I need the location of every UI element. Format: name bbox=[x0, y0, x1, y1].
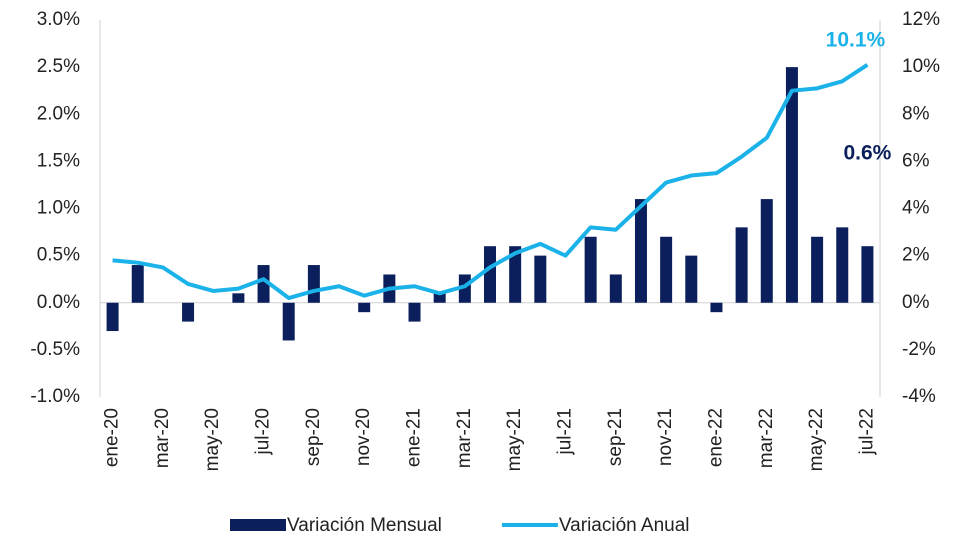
bar bbox=[609, 274, 622, 303]
x-tick-label: mar-20 bbox=[152, 408, 173, 468]
y2-tick-label: -4% bbox=[902, 386, 936, 407]
bar bbox=[710, 302, 723, 313]
y-tick-label: 3.0% bbox=[37, 9, 80, 30]
y2-tick-label: 0% bbox=[902, 292, 930, 313]
bar bbox=[735, 227, 748, 303]
x-tick-label: nov-21 bbox=[655, 408, 676, 466]
bar bbox=[534, 255, 547, 303]
x-tick-label: ene-22 bbox=[705, 408, 726, 467]
x-tick-label: may-21 bbox=[504, 408, 525, 471]
y-tick-label: 1.0% bbox=[37, 198, 80, 219]
data-label: 0.6% bbox=[843, 142, 891, 165]
bar bbox=[182, 302, 195, 322]
y2-tick-label: 4% bbox=[902, 198, 930, 219]
bar bbox=[760, 199, 773, 303]
bar bbox=[811, 236, 824, 303]
bar bbox=[584, 236, 597, 303]
bar bbox=[131, 265, 144, 303]
bar bbox=[509, 246, 522, 303]
y2-tick-label: 8% bbox=[902, 103, 930, 124]
x-tick-label: jul-22 bbox=[856, 408, 877, 455]
bar bbox=[408, 302, 421, 322]
bar bbox=[836, 227, 849, 303]
y-tick-label: 2.5% bbox=[37, 56, 80, 77]
bar bbox=[282, 302, 295, 341]
legend-label: Variación Anual bbox=[559, 515, 690, 536]
bar bbox=[785, 67, 798, 303]
y-tick-label: 2.0% bbox=[37, 103, 80, 124]
x-tick-label: may-22 bbox=[806, 408, 827, 471]
data-label: 10.1% bbox=[826, 28, 886, 51]
bar bbox=[685, 255, 698, 303]
bar bbox=[484, 246, 496, 303]
x-tick-label: sep-20 bbox=[303, 408, 324, 466]
x-tick-label: may-20 bbox=[202, 408, 223, 471]
bar bbox=[232, 293, 245, 303]
x-tick-label: ene-21 bbox=[404, 408, 425, 467]
y-tick-label: -1.0% bbox=[30, 386, 80, 407]
x-tick-label: jul-21 bbox=[554, 408, 575, 455]
y2-tick-label: 6% bbox=[902, 150, 930, 171]
bar bbox=[307, 265, 320, 303]
x-tick-label: mar-21 bbox=[454, 408, 475, 468]
y2-tick-label: 2% bbox=[902, 245, 930, 266]
line bbox=[112, 63, 869, 301]
x-tick-label: nov-20 bbox=[353, 408, 374, 466]
y-tick-label: 1.5% bbox=[37, 150, 80, 171]
bar bbox=[433, 293, 446, 303]
y-tick-label: 0.0% bbox=[37, 292, 80, 313]
y-tick-label: 0.5% bbox=[37, 245, 80, 266]
y2-tick-label: 10% bbox=[902, 56, 940, 77]
x-tick-label: mar-22 bbox=[756, 408, 777, 468]
legend-label: Variación Mensual bbox=[287, 515, 442, 536]
x-tick-label: ene-20 bbox=[102, 408, 123, 467]
bar bbox=[660, 236, 673, 303]
x-tick-label: sep-21 bbox=[605, 408, 626, 466]
bar bbox=[634, 199, 647, 303]
y-tick-label: -0.5% bbox=[30, 339, 80, 360]
x-tick-label: jul-20 bbox=[253, 408, 274, 455]
bar bbox=[106, 302, 119, 332]
y2-tick-label: -2% bbox=[902, 339, 936, 360]
bar bbox=[257, 265, 270, 303]
legend-swatch bbox=[230, 519, 286, 531]
bar bbox=[358, 302, 371, 313]
y2-tick-label: 12% bbox=[902, 9, 940, 30]
bar bbox=[861, 246, 874, 303]
